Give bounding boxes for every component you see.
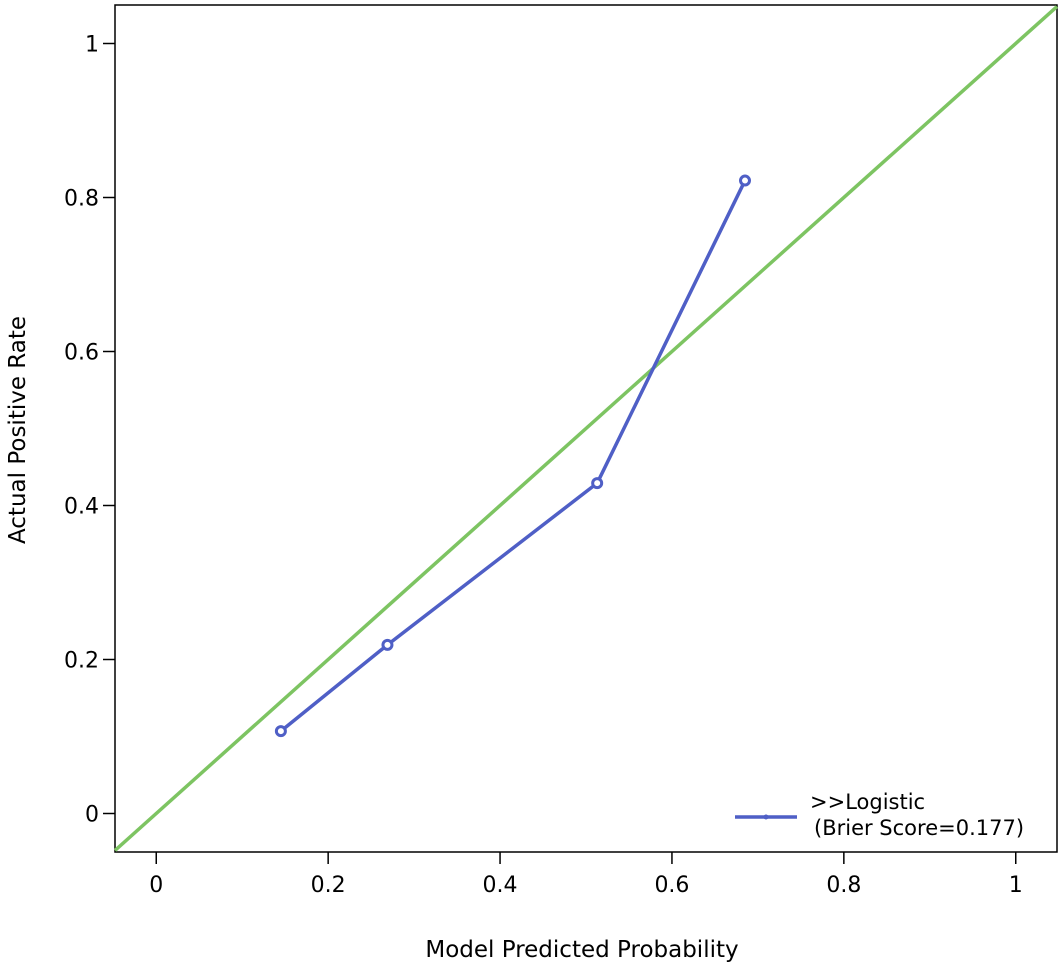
y-tick-label: 0.8 (64, 187, 99, 212)
y-axis-title: Actual Positive Rate (5, 316, 31, 544)
data-point (591, 477, 604, 490)
x-axis-title: Model Predicted Probability (425, 937, 738, 963)
y-axis-ticks: 0 0.2 0.4 0.6 0.8 1 (64, 33, 115, 828)
y-tick-label: 0.2 (64, 649, 99, 674)
x-tick-label: 0.4 (483, 873, 518, 898)
legend: >>Logistic (Brier Score=0.177) (735, 790, 1024, 840)
series-points-logistic (274, 174, 752, 738)
x-tick-label: 1 (1009, 873, 1023, 898)
y-tick-label: 1 (85, 33, 99, 58)
y-tick-label: 0.4 (64, 495, 99, 520)
plot-frame (114, 4, 1058, 853)
y-tick-label: 0.6 (64, 341, 99, 366)
perfect-calibration-line (113, 5, 1059, 852)
data-point (381, 638, 394, 651)
legend-swatch-marker (763, 814, 769, 820)
x-axis-ticks: 0 0.2 0.4 0.6 0.8 1 (149, 852, 1023, 898)
series-line-logistic (279, 179, 747, 733)
legend-brier-score: (Brier Score=0.177) (814, 816, 1024, 840)
x-tick-label: 0 (149, 873, 163, 898)
data-point (274, 725, 287, 738)
data-point (739, 174, 752, 187)
x-tick-label: 0.2 (311, 873, 346, 898)
x-tick-label: 0.8 (826, 873, 861, 898)
y-tick-label: 0 (85, 803, 99, 828)
legend-label-logistic: >>Logistic (810, 790, 925, 814)
x-tick-label: 0.6 (654, 873, 689, 898)
